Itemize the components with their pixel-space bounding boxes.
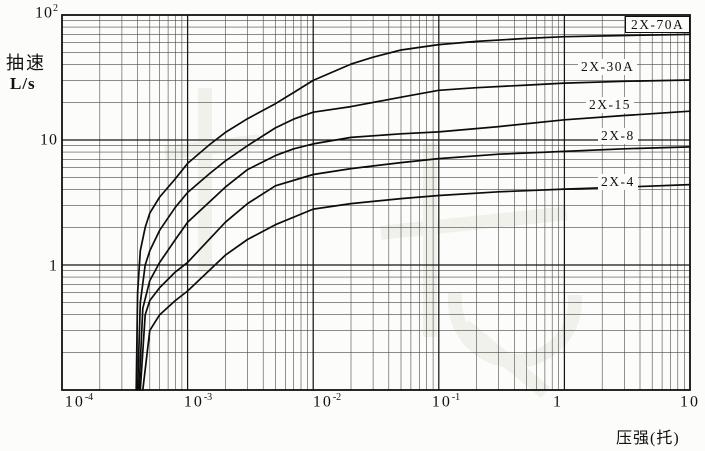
curve-label-2x-15: 2X-15	[586, 97, 634, 113]
y-tick-1: 1	[49, 257, 58, 275]
x-tick-1e-2: 10-2	[312, 392, 342, 411]
y-axis-title: 抽速	[6, 53, 46, 73]
curve-label-2x-8: 2X-8	[598, 128, 638, 144]
watermark	[164, 88, 583, 398]
curve-2x-4	[141, 183, 691, 391]
y-axis-unit: L/s	[10, 74, 36, 93]
x-tick-1: 1	[553, 393, 563, 411]
curve-2x-30a	[136, 79, 691, 391]
x-tick-10: 10	[680, 393, 700, 411]
curve-2x-15	[138, 110, 691, 391]
y-tick-10: 10	[40, 131, 58, 149]
plot-border	[61, 14, 691, 391]
curve-label-2x-4: 2X-4	[598, 174, 638, 190]
x-tick-1e-1: 10-1	[431, 392, 461, 411]
y-tick-100: 102	[35, 3, 58, 22]
x-tick-1e-3: 10-3	[183, 392, 213, 411]
curve-label-2x-70a: 2X-70A	[625, 16, 691, 33]
grid-major-lines	[62, 15, 690, 390]
curve-2x-8	[139, 146, 691, 391]
x-tick-1e-4: 10-4	[64, 392, 94, 411]
x-axis-title: 压强(托)	[616, 430, 680, 447]
curve-2x-70a	[135, 33, 691, 391]
curve-label-2x-30a: 2X-30A	[578, 59, 638, 75]
